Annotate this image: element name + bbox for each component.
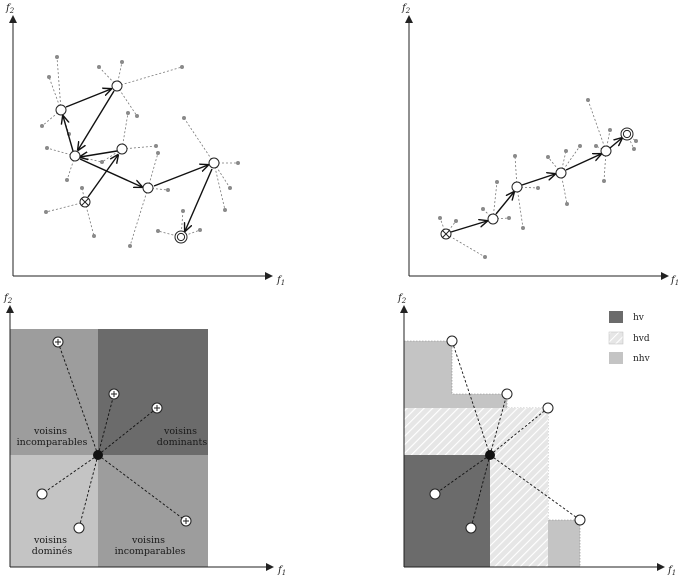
legend: hv hvd nhv [608, 311, 651, 364]
current-solution [485, 450, 495, 460]
search-path [63, 89, 213, 231]
y-axis-label: f2 [3, 293, 13, 305]
solution-nodes [55, 80, 220, 194]
label-dominating: voisins dominants [157, 426, 208, 448]
x-axis-label: f1 [670, 275, 679, 287]
plain-nodes [36, 488, 85, 534]
x-axis-label: f1 [667, 565, 676, 575]
legend-label-hv: hv [633, 313, 645, 323]
legend-swatch-hv [609, 311, 623, 323]
label-incomparable-top: voisins incomparables [17, 426, 88, 448]
label-incomparable-bottom: voisins incomparables [115, 535, 186, 557]
legend-swatch-hvd [608, 331, 624, 345]
search-path [450, 138, 622, 233]
neighbor-links [41, 341, 187, 529]
neighbor-dots [438, 98, 638, 259]
start-node [79, 196, 91, 208]
region-incomparable-top [10, 329, 98, 455]
neighbor-nodes [429, 335, 586, 534]
solution-nodes [487, 145, 612, 225]
region-hv [404, 455, 490, 567]
legend-label-nhv: nhv [633, 354, 651, 364]
y-axis-label: f2 [397, 293, 407, 305]
plus-nodes [52, 336, 192, 527]
neighbor-links [434, 340, 581, 529]
x-axis-label: f1 [277, 565, 286, 575]
y-axis-label: f2 [5, 3, 15, 15]
region-hvd [404, 408, 548, 567]
region-dominated [10, 455, 98, 567]
neighbor-edges [41, 56, 238, 247]
legend-label-hvd: hvd [633, 334, 650, 344]
legend-swatch-nhv [609, 352, 623, 364]
region-incomparable-bottom [98, 455, 208, 567]
panel-top-right: f2 f1 [401, 3, 679, 287]
panel-bottom-left: f2 f1 voisins incomparables voisins domi… [3, 293, 286, 575]
panel-bottom-right: f2 f1 hv hvd nhv [397, 293, 676, 575]
end-node [174, 230, 188, 244]
current-solution [93, 450, 103, 460]
panel-top-left: f2 f1 [5, 3, 285, 287]
neighbor-dots [40, 55, 240, 248]
y-axis-label: f2 [401, 3, 411, 15]
end-node [620, 127, 634, 141]
x-axis-label: f1 [276, 275, 285, 287]
start-node [440, 228, 452, 240]
label-dominated: voisins dominés [32, 535, 73, 557]
neighbor-edges [439, 99, 637, 258]
